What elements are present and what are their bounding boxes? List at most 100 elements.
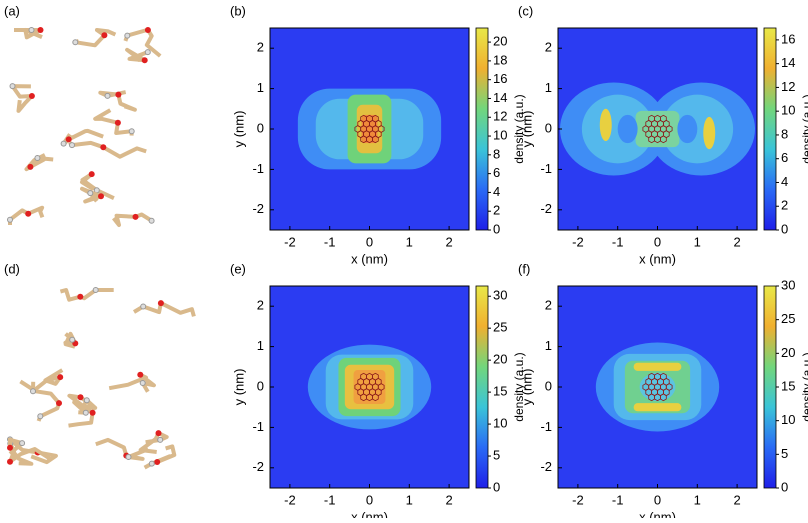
bond [10,84,34,113]
graphene-hexagon [377,125,385,133]
colorbar-tick-label: 18 [493,52,507,67]
colorbar-label: density (a.u.) [800,94,808,163]
contour-region [661,94,734,164]
graphene-hexagon [665,125,673,133]
colorbar [475,285,489,489]
colorbar-tick-label: 5 [493,447,500,462]
x-tick-label: 2 [445,492,452,507]
atom [148,217,155,224]
atom [148,460,155,467]
colorbar [475,27,489,231]
x-tick-label: 1 [406,492,413,507]
atom [34,155,41,161]
x-tick-label: 0 [366,492,373,507]
x-tick-label: 0 [366,234,373,249]
atom [92,287,99,293]
x-tick-label: 0 [654,234,661,249]
atom [114,119,121,126]
molecule-structures [7,27,196,470]
colorbar-tick-label: 10 [493,416,507,431]
y-tick-label: -2 [252,459,264,474]
panel-label: (c) [518,3,533,18]
atom [28,93,35,99]
atom [7,444,13,451]
atom [83,397,90,404]
colorbar-tick-label: 0 [493,221,500,236]
colorbar-tick-label: 6 [781,150,788,165]
x-tick-label: -1 [324,234,336,249]
colorbar-tick-label: 15 [493,384,507,399]
y-axis-label: y (nm) [519,369,534,406]
atom [157,300,164,307]
y-tick-label: -1 [540,419,552,434]
panel-label: (f) [518,261,530,276]
colorbar-tick-label: 8 [781,126,788,141]
y-tick-label: 2 [257,298,264,313]
atom [140,303,147,310]
x-tick-label: -2 [572,492,584,507]
colorbar-tick-label: 16 [493,71,507,86]
contour-region [633,362,682,371]
x-axis-label: x (nm) [351,509,388,518]
bond [108,372,156,393]
colorbar-tick-label: 2 [493,203,500,218]
y-tick-label: -1 [252,161,264,176]
atom [65,136,72,143]
colorbar-tick-label: 20 [781,345,795,360]
colorbar [763,285,777,489]
colorbar-label: density (a.u.) [800,352,808,421]
x-tick-label: 2 [733,492,740,507]
atom [141,57,148,64]
x-tick-label: -2 [284,234,296,249]
contour-region [581,94,654,164]
contour-region [633,403,682,412]
atom [115,91,122,98]
y-tick-label: 0 [545,120,552,135]
contour-region [639,372,676,402]
panel-label: (a) [4,3,20,18]
atom [25,210,32,217]
y-tick-label: 2 [257,40,264,55]
atom [60,140,67,147]
atom [88,171,95,178]
x-tick-label: 2 [445,234,452,249]
atom [139,380,146,386]
y-tick-label: 1 [545,80,552,95]
colorbar-tick-label: 12 [493,109,507,124]
colorbar-tick-label: 15 [781,378,795,393]
colorbar-tick-label: 25 [781,311,795,326]
atom [157,436,164,443]
atom [124,32,131,39]
colorbar-tick-label: 12 [781,79,795,94]
x-axis-label: x (nm) [639,251,676,266]
bond [93,108,134,136]
contour-region [361,114,378,144]
colorbar-tick-label: 14 [493,90,507,105]
colorbar-tick-label: 2 [781,198,788,213]
atom [101,32,108,39]
atom [69,336,76,343]
atom [19,440,26,447]
x-tick-label: -2 [572,234,584,249]
y-tick-label: -1 [540,161,552,176]
y-tick-label: 0 [257,378,264,393]
bond [59,288,114,302]
atom [72,39,79,46]
atom [56,400,62,407]
colorbar-tick-label: 10 [781,412,795,427]
colorbar-tick-label: 4 [781,174,788,189]
colorbar-label: density (a.u.) [512,352,526,421]
colorbar-label: density (a.u.) [512,94,526,163]
atom [77,394,84,401]
atom [7,458,13,465]
x-tick-label: 1 [406,234,413,249]
atom [9,83,16,90]
colorbar-tick-label: 16 [781,31,795,46]
contour-region [635,110,680,148]
atom [30,388,36,395]
atom [100,144,107,151]
y-tick-label: 0 [545,378,552,393]
atom [27,163,34,170]
atom [144,49,151,56]
atom [28,27,35,33]
